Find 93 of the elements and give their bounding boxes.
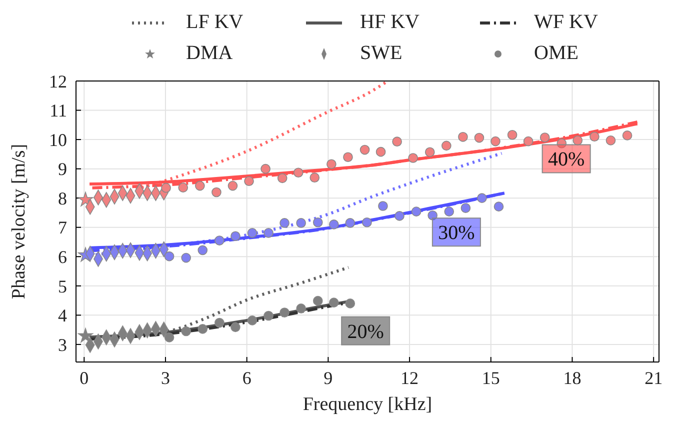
- point: [214, 318, 224, 328]
- point: [78, 192, 94, 206]
- point: [164, 251, 174, 262]
- point: [458, 132, 468, 142]
- annotation: 20%: [347, 320, 384, 343]
- point: [198, 245, 208, 256]
- point: [378, 201, 388, 211]
- point: [606, 136, 616, 146]
- point: [590, 132, 600, 142]
- y-tick-label: 8: [58, 188, 67, 208]
- point: [312, 296, 323, 306]
- point: [523, 136, 534, 146]
- point: [312, 217, 323, 228]
- point: [394, 211, 404, 221]
- point: [195, 180, 205, 191]
- x-tick-label: 6: [242, 368, 252, 388]
- point: [260, 164, 270, 174]
- legend-label: SWE: [360, 42, 402, 65]
- y-tick-label: 9: [58, 159, 67, 180]
- point: [230, 231, 240, 242]
- annotation: 40%: [548, 148, 585, 171]
- point: [328, 298, 339, 308]
- point: [572, 136, 583, 146]
- point: [441, 140, 452, 151]
- point: [360, 144, 370, 155]
- legend-label: HF KV: [360, 11, 420, 34]
- point: [411, 206, 422, 216]
- point: [230, 322, 240, 332]
- y-tick-label: 12: [49, 71, 67, 92]
- point: [178, 182, 188, 192]
- annotation: 30%: [438, 222, 475, 244]
- x-tick-label: 9: [324, 368, 333, 388]
- point: [326, 159, 336, 170]
- point: [264, 228, 274, 238]
- legend-label: OME: [534, 42, 578, 65]
- point: [161, 182, 171, 193]
- point: [490, 136, 500, 146]
- point: [247, 228, 258, 238]
- y-axis-title: Phase velocity [m/s]: [8, 144, 30, 300]
- point: [228, 180, 238, 191]
- point: [277, 173, 288, 184]
- legend-label: LF KV: [186, 11, 244, 34]
- point: [622, 130, 632, 140]
- point: [540, 132, 550, 142]
- x-tick-label: 18: [563, 368, 582, 388]
- point: [428, 210, 438, 220]
- point: [244, 176, 254, 186]
- x-tick-label: 0: [80, 368, 89, 388]
- x-tick-label: 15: [482, 368, 500, 388]
- point: [444, 206, 454, 216]
- y-tick-label: 7: [58, 218, 67, 238]
- x-tick-label: 3: [160, 368, 170, 388]
- point: [293, 168, 304, 178]
- point: [198, 324, 208, 334]
- point: [214, 236, 224, 246]
- point: [362, 217, 372, 228]
- legend-label: DMA: [186, 42, 233, 65]
- x-tick-label: 12: [400, 368, 419, 388]
- point: [181, 326, 192, 336]
- point: [343, 152, 353, 162]
- y-tick-label: 4: [58, 306, 67, 326]
- y-tick-label: 11: [50, 100, 67, 121]
- point: [78, 328, 94, 342]
- point: [507, 130, 518, 140]
- point: [328, 220, 339, 230]
- point: [376, 146, 386, 157]
- y-tick-label: 6: [58, 247, 67, 268]
- point: [477, 193, 487, 203]
- point: [392, 136, 402, 146]
- y-tick-label: 3: [58, 334, 67, 355]
- point: [164, 332, 174, 342]
- y-tick-label: 5: [58, 276, 67, 296]
- x-tick-label: 21: [644, 368, 663, 388]
- point: [408, 153, 418, 163]
- point: [494, 202, 504, 212]
- point: [280, 308, 290, 318]
- point: [556, 138, 567, 148]
- point: [247, 316, 258, 326]
- point: [264, 310, 274, 321]
- point: [310, 172, 320, 182]
- point: [296, 218, 306, 228]
- point: [181, 252, 192, 263]
- point: [280, 218, 290, 228]
- y-tick-label: 10: [49, 130, 67, 150]
- legend-label: WF KV: [534, 11, 598, 34]
- point: [474, 132, 484, 143]
- point: [460, 203, 471, 213]
- point: [296, 304, 306, 314]
- point: [424, 147, 435, 158]
- point: [212, 187, 222, 198]
- point: [345, 298, 356, 308]
- x-axis-title: Frequency [kHz]: [302, 394, 432, 415]
- point: [345, 218, 356, 228]
